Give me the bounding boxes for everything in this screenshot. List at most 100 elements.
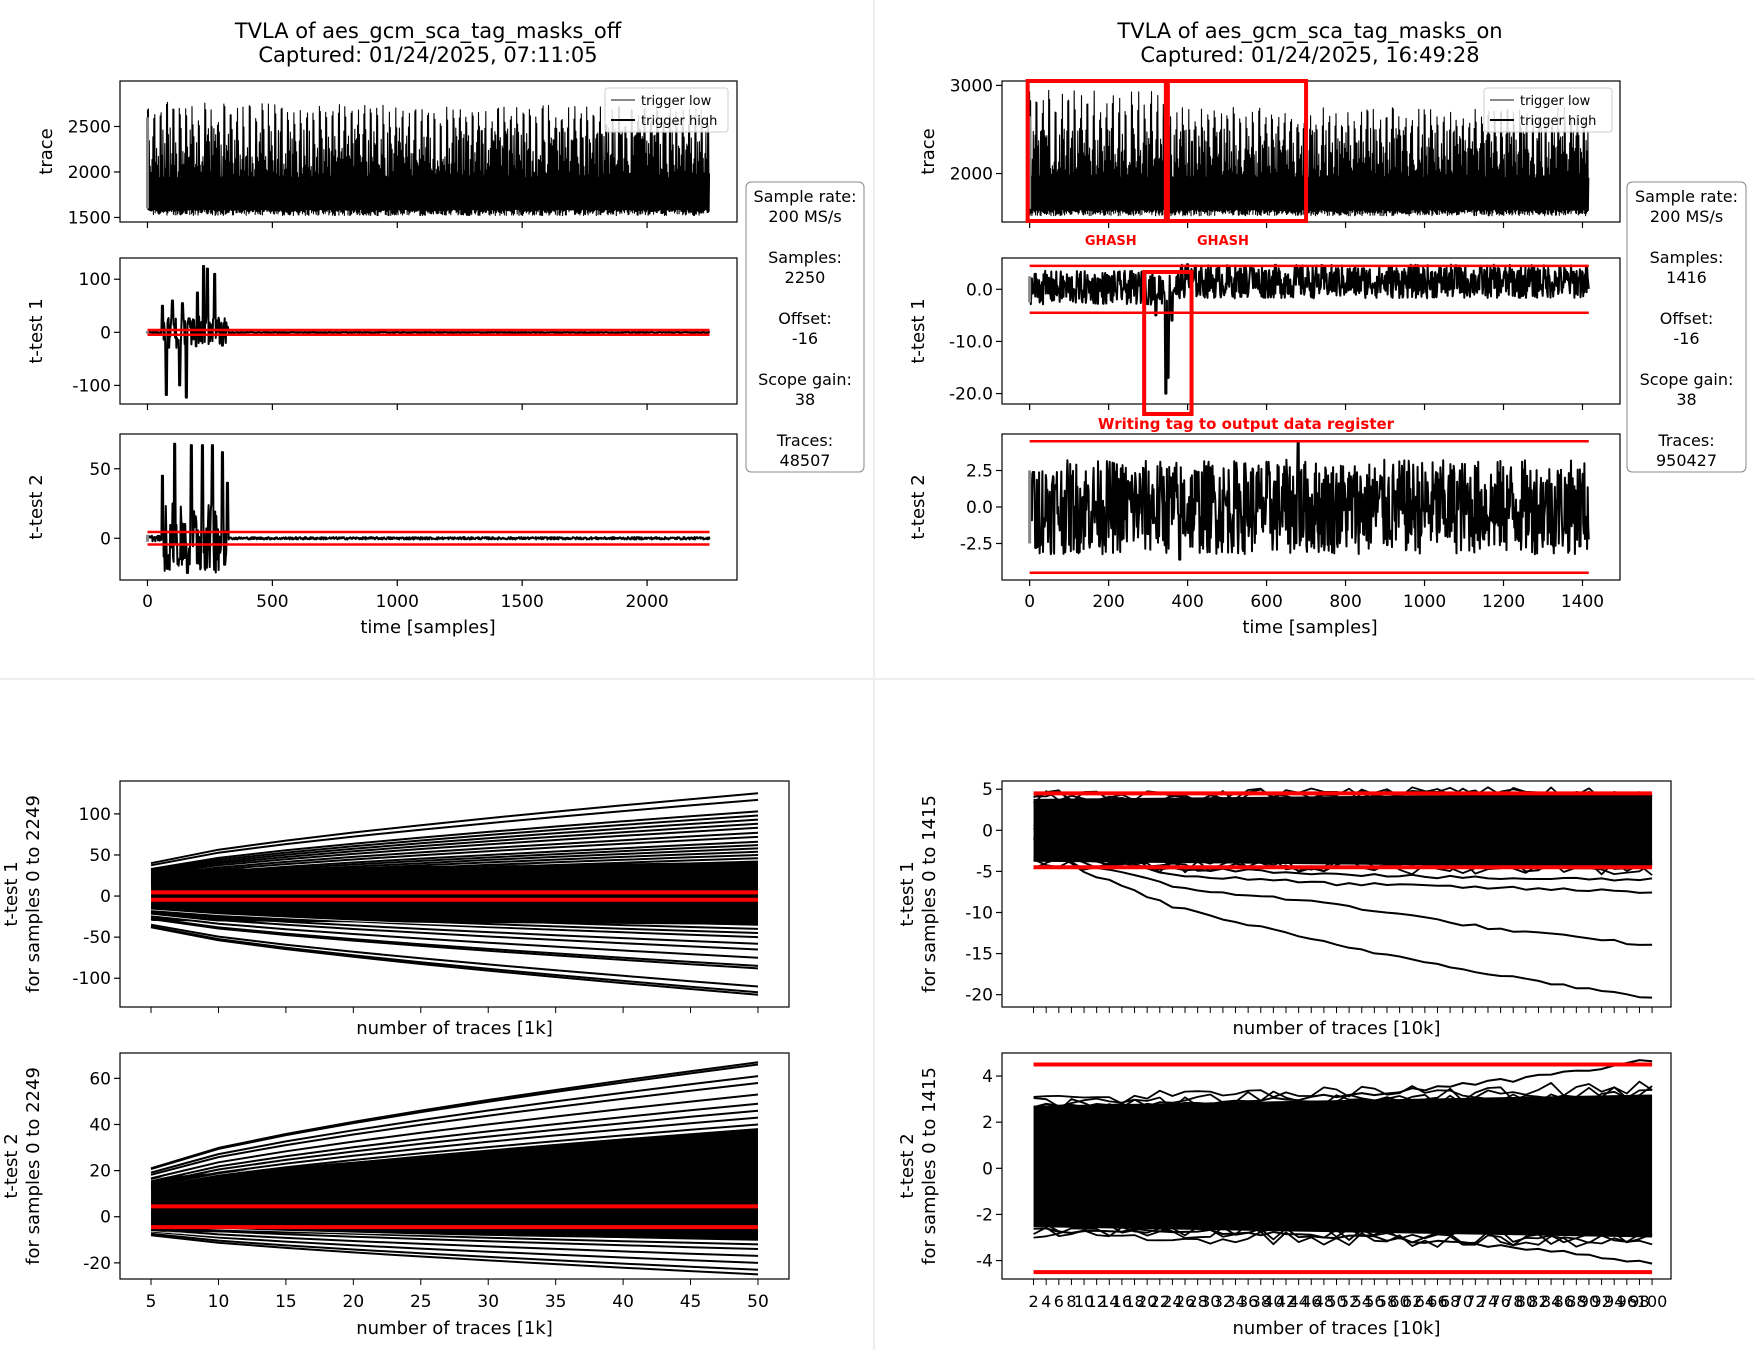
xtick-label: 12 [1086, 1292, 1106, 1311]
series-gap [150, 909, 759, 936]
series-line [150, 918, 759, 970]
xlabel: time [samples] [360, 617, 495, 638]
series-line [150, 857, 759, 885]
legend: trigger low trigger high [604, 87, 729, 133]
xtick-label: 64 [1415, 1292, 1435, 1311]
ylabel-line: trace [918, 128, 939, 174]
series-gap [150, 920, 759, 971]
xtick-label: 5 [146, 1292, 157, 1312]
series-line [150, 810, 759, 870]
info-value: 1416 [1666, 268, 1707, 287]
legend-label: trigger low [641, 94, 712, 109]
series-line [150, 1102, 759, 1183]
series-line [1033, 836, 1653, 999]
panel-1: -20 -15 -10 -5 0 5 t-test 1for samples 0 to 14… [897, 780, 1672, 1013]
panel-data [1028, 440, 1590, 574]
series-line [150, 1226, 759, 1250]
series-line [1033, 837, 1653, 946]
chart-subtitle: Captured: 01/24/2025, 16:49:28 [1140, 43, 1479, 67]
xtick-label: 400 [1171, 592, 1203, 612]
series-line [150, 1116, 759, 1187]
ylabel-line: t-test 1 [26, 298, 47, 363]
series-line [150, 905, 759, 930]
xtick-label: 88 [1566, 1292, 1586, 1311]
ytick-label: 0.0 [966, 280, 993, 300]
xtick-label: 84 [1541, 1292, 1561, 1311]
xtick-label: 98 [1629, 1292, 1649, 1311]
series-line [150, 1082, 759, 1176]
ytick-label: -5 [976, 862, 993, 882]
xtick-label: 72 [1465, 1292, 1485, 1311]
xtick-label: 80 [1516, 1292, 1536, 1311]
series-line [150, 840, 759, 880]
panel-3: -2.5 0.0 2.5 t-test 2 0 200 400 600 800 1000 1200 1… [908, 433, 1621, 612]
xlabel: time [samples] [1242, 617, 1377, 638]
info-value: 200 MS/s [1650, 207, 1723, 226]
xtick-label: 1200 [1482, 592, 1525, 612]
series-line [1033, 1227, 1653, 1265]
ytick-label: -4 [976, 1252, 993, 1272]
xtick-label: 92 [1591, 1292, 1611, 1311]
xtick-label: 68 [1440, 1292, 1460, 1311]
series-line [150, 1075, 759, 1174]
ttest-series [1028, 263, 1590, 395]
xtick-label: 44 [1288, 1292, 1308, 1311]
series-line [150, 818, 759, 873]
legend-label: trigger high [1520, 114, 1596, 129]
info-label: Sample rate: [754, 187, 857, 206]
chart-subtitle: Captured: 01/24/2025, 07:11:05 [258, 43, 597, 67]
chart-title: TVLA of aes_gcm_sca_tag_masks_off [234, 19, 622, 44]
ytick-label: -15 [965, 945, 993, 965]
xlabel: number of traces [1k] [356, 1018, 553, 1039]
ttest-series [146, 265, 711, 399]
panel-data [150, 1061, 759, 1277]
ytick-label: -20.0 [949, 385, 993, 405]
trace-series [1029, 89, 1590, 217]
series-gap [150, 1236, 759, 1277]
ytick-label: 20 [89, 1162, 111, 1182]
series-gap [150, 1066, 759, 1172]
series-line [150, 925, 759, 994]
series-line [150, 1093, 759, 1180]
xtick-label: 2000 [625, 592, 668, 612]
ytick-label: 3000 [950, 76, 993, 96]
ytick-label: -20 [965, 986, 993, 1006]
ylabel: t-test 2for samples 0 to 1415 [897, 1067, 940, 1265]
ylabel-line: t-test 1 [908, 298, 929, 363]
ylabel-line: for samples 0 to 2249 [23, 1067, 44, 1265]
xtick-label: 36 [1238, 1292, 1258, 1311]
xtick-label: 30 [477, 1292, 499, 1312]
ylabel-line: t-test 1 [897, 861, 918, 926]
series-band [1033, 793, 1653, 868]
ylabel: t-test 2 [26, 474, 47, 539]
xtick-label: 60 [1389, 1292, 1409, 1311]
info-label: Offset: [1660, 309, 1713, 328]
panel-2: -100 0 100 t-test 1 [26, 257, 738, 410]
ttest-series [1028, 441, 1590, 561]
series-line [150, 860, 759, 886]
ghash-label: GHASH [1197, 234, 1249, 249]
ytick-label: 2000 [950, 165, 993, 185]
ytick-label: -10.0 [949, 332, 993, 352]
xtick-label: 52 [1339, 1292, 1359, 1311]
series-line [150, 1063, 759, 1170]
ylabel: t-test 2for samples 0 to 2249 [1, 1067, 44, 1265]
xtick-label: 24 [1162, 1292, 1182, 1311]
xtick-label: 82 [1528, 1292, 1548, 1311]
ytick-label: 50 [89, 846, 111, 866]
ytick-label: 40 [89, 1115, 111, 1135]
series-line [150, 850, 759, 883]
xtick-label: 94 [1604, 1292, 1624, 1311]
panel-data [1033, 1059, 1653, 1275]
panel-1: 1500 2000 2500 trace [36, 80, 738, 228]
xtick-label: 28 [1187, 1292, 1207, 1311]
series-line [1033, 1080, 1653, 1105]
ytick-label: 60 [89, 1069, 111, 1089]
axes-frame [1001, 80, 1621, 223]
series-gap [150, 1230, 759, 1259]
xtick-label: 42 [1276, 1292, 1296, 1311]
ytick-label: 0 [982, 1159, 993, 1179]
tag-write-label: Writing tag to output data register [1098, 415, 1395, 433]
quadrant-divider-horizontal [0, 678, 1755, 680]
xtick-label: 34 [1225, 1292, 1245, 1311]
